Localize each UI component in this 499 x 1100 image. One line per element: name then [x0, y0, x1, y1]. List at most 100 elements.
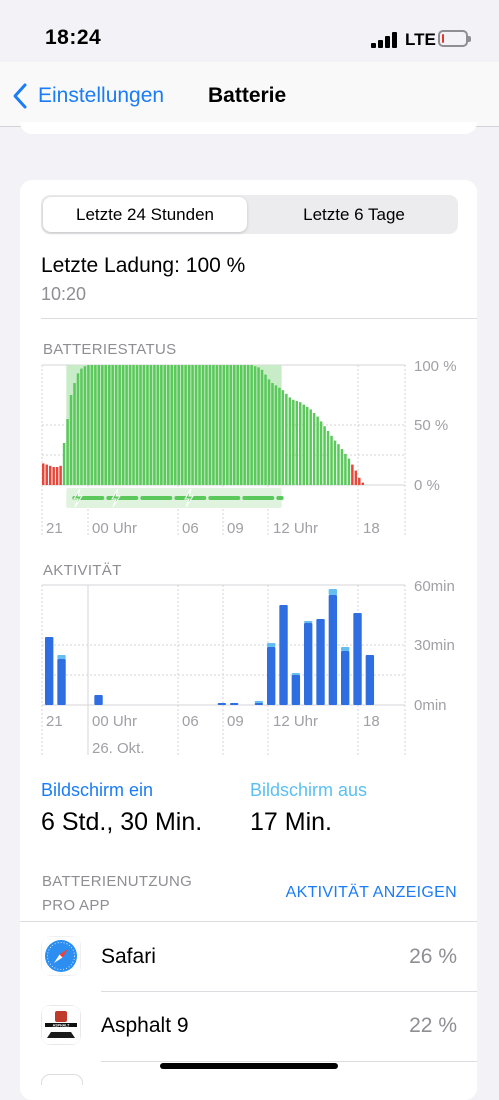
battery-bar: [243, 365, 246, 485]
battery-bar: [149, 365, 153, 485]
usage-title-line2: PRO APP: [42, 897, 110, 914]
battery-bar: [351, 464, 354, 485]
screen-off-value: 17 Min.: [250, 808, 332, 836]
battery-bar: [156, 365, 160, 485]
battery-bar: [153, 365, 156, 485]
battery-bar: [246, 365, 250, 485]
battery-bar: [302, 404, 305, 485]
tab-last-6-days[interactable]: Letzte 6 Tage: [303, 205, 405, 224]
battery-bar: [205, 365, 208, 485]
activity-x-tick-09: 09: [227, 713, 244, 730]
battery-bar: [76, 373, 80, 485]
battery-bar: [146, 365, 149, 485]
battery-bar: [139, 365, 142, 485]
battery-bar: [340, 449, 344, 485]
battery-icon: [438, 30, 471, 47]
battery-bar: [267, 379, 271, 485]
battery-bar: [354, 470, 358, 485]
chevron-left-icon[interactable]: [12, 82, 28, 110]
battery-bar: [135, 365, 139, 485]
battery-bar: [55, 467, 59, 485]
battery-bar: [305, 407, 309, 485]
activity-date-label: 26. Okt.: [92, 740, 145, 757]
battery-bar: [59, 465, 62, 485]
activity-y-tick-0: 0min: [414, 697, 447, 714]
battery-bar: [107, 365, 111, 485]
battery-bar: [309, 409, 312, 485]
page-title: Batterie: [208, 84, 287, 107]
activity-y-tick-60: 60min: [414, 580, 455, 595]
divider: [101, 991, 477, 992]
battery-bar: [66, 419, 69, 485]
battery-bar: [344, 453, 347, 485]
battery-bar: [194, 365, 198, 485]
battery-x-tick-12: 12 Uhr: [273, 520, 318, 537]
battery-bar: [274, 385, 278, 485]
battery-bar: [142, 365, 146, 485]
battery-y-tick-100: 100 %: [414, 360, 457, 375]
battery-bar: [337, 444, 340, 485]
battery-bar: [295, 401, 299, 485]
battery-bar: [326, 431, 330, 485]
tab-last-24-hours[interactable]: Letzte 24 Stunden: [75, 205, 214, 224]
battery-bar: [187, 365, 191, 485]
divider: [101, 1061, 477, 1062]
show-activity-button[interactable]: AKTIVITÄT ANZEIGEN: [285, 884, 457, 901]
battery-bar: [319, 421, 323, 485]
battery-x-tick-21: 21: [46, 520, 63, 537]
battery-bar: [191, 365, 194, 485]
battery-bar: [62, 443, 66, 485]
battery-bar: [281, 390, 285, 485]
battery-x-tick-00: 00 Uhr: [92, 520, 137, 537]
battery-bar: [118, 365, 121, 485]
battery-bar: [114, 365, 118, 485]
battery-bar: [160, 365, 163, 485]
battery-bar: [48, 465, 52, 485]
battery-bar: [288, 397, 292, 485]
activity-chart: 60min 30min 0min 21 00 Uhr 06 09 12 Uhr …: [41, 580, 455, 757]
battery-bar: [312, 413, 316, 485]
battery-bar: [170, 365, 174, 485]
battery-bar: [316, 416, 319, 485]
last-charge-label: Letzte Ladung: 100 %: [41, 254, 246, 277]
status-time: 18:24: [45, 26, 102, 49]
activity-bar-screen-on: [230, 703, 239, 705]
battery-bar: [215, 365, 219, 485]
screen-on-label: Bildschirm ein: [41, 780, 154, 800]
activity-bar-screen-off: [57, 655, 66, 659]
battery-bar: [222, 365, 226, 485]
battery-bar: [128, 365, 132, 485]
activity-bar-screen-on: [254, 703, 264, 705]
battery-bar: [173, 365, 177, 485]
battery-bar: [132, 365, 135, 485]
battery-x-tick-18: 18: [363, 520, 380, 537]
activity-bar-screen-off: [267, 643, 276, 647]
battery-x-tick-09: 09: [227, 520, 244, 537]
battery-bar: [177, 365, 180, 485]
battery-bar: [180, 365, 184, 485]
app-percent-safari: 26 %: [409, 945, 457, 968]
activity-x-tick-21: 21: [46, 713, 63, 730]
app-percent-asphalt-9: 22 %: [409, 1014, 457, 1037]
activity-x-tick-06: 06: [182, 713, 199, 730]
home-indicator: [160, 1063, 338, 1069]
battery-bar: [323, 426, 326, 485]
battery-bar: [333, 440, 337, 485]
activity-bar-screen-on: [45, 637, 54, 705]
back-button[interactable]: Einstellungen: [38, 84, 165, 107]
battery-level-chart: 100 % 50 % 0 % 21 00 Uhr 06 09 12 Uhr 18: [41, 360, 457, 537]
battery-bar: [208, 365, 212, 485]
activity-x-tick-00: 00 Uhr: [92, 713, 137, 730]
battery-bar: [264, 374, 267, 485]
battery-bar: [73, 383, 76, 485]
activity-bar-screen-off: [291, 673, 301, 675]
activity-bar-screen-off: [304, 621, 313, 623]
battery-bar: [212, 365, 215, 485]
battery-bar: [257, 367, 260, 485]
charging-bolt-icon: [184, 488, 194, 508]
battery-bar: [260, 369, 264, 485]
usage-title-line1: BATTERIENUTZUNG: [42, 873, 193, 890]
battery-bar: [233, 365, 236, 485]
activity-bar-screen-on: [217, 703, 227, 705]
battery-bar: [104, 365, 108, 485]
